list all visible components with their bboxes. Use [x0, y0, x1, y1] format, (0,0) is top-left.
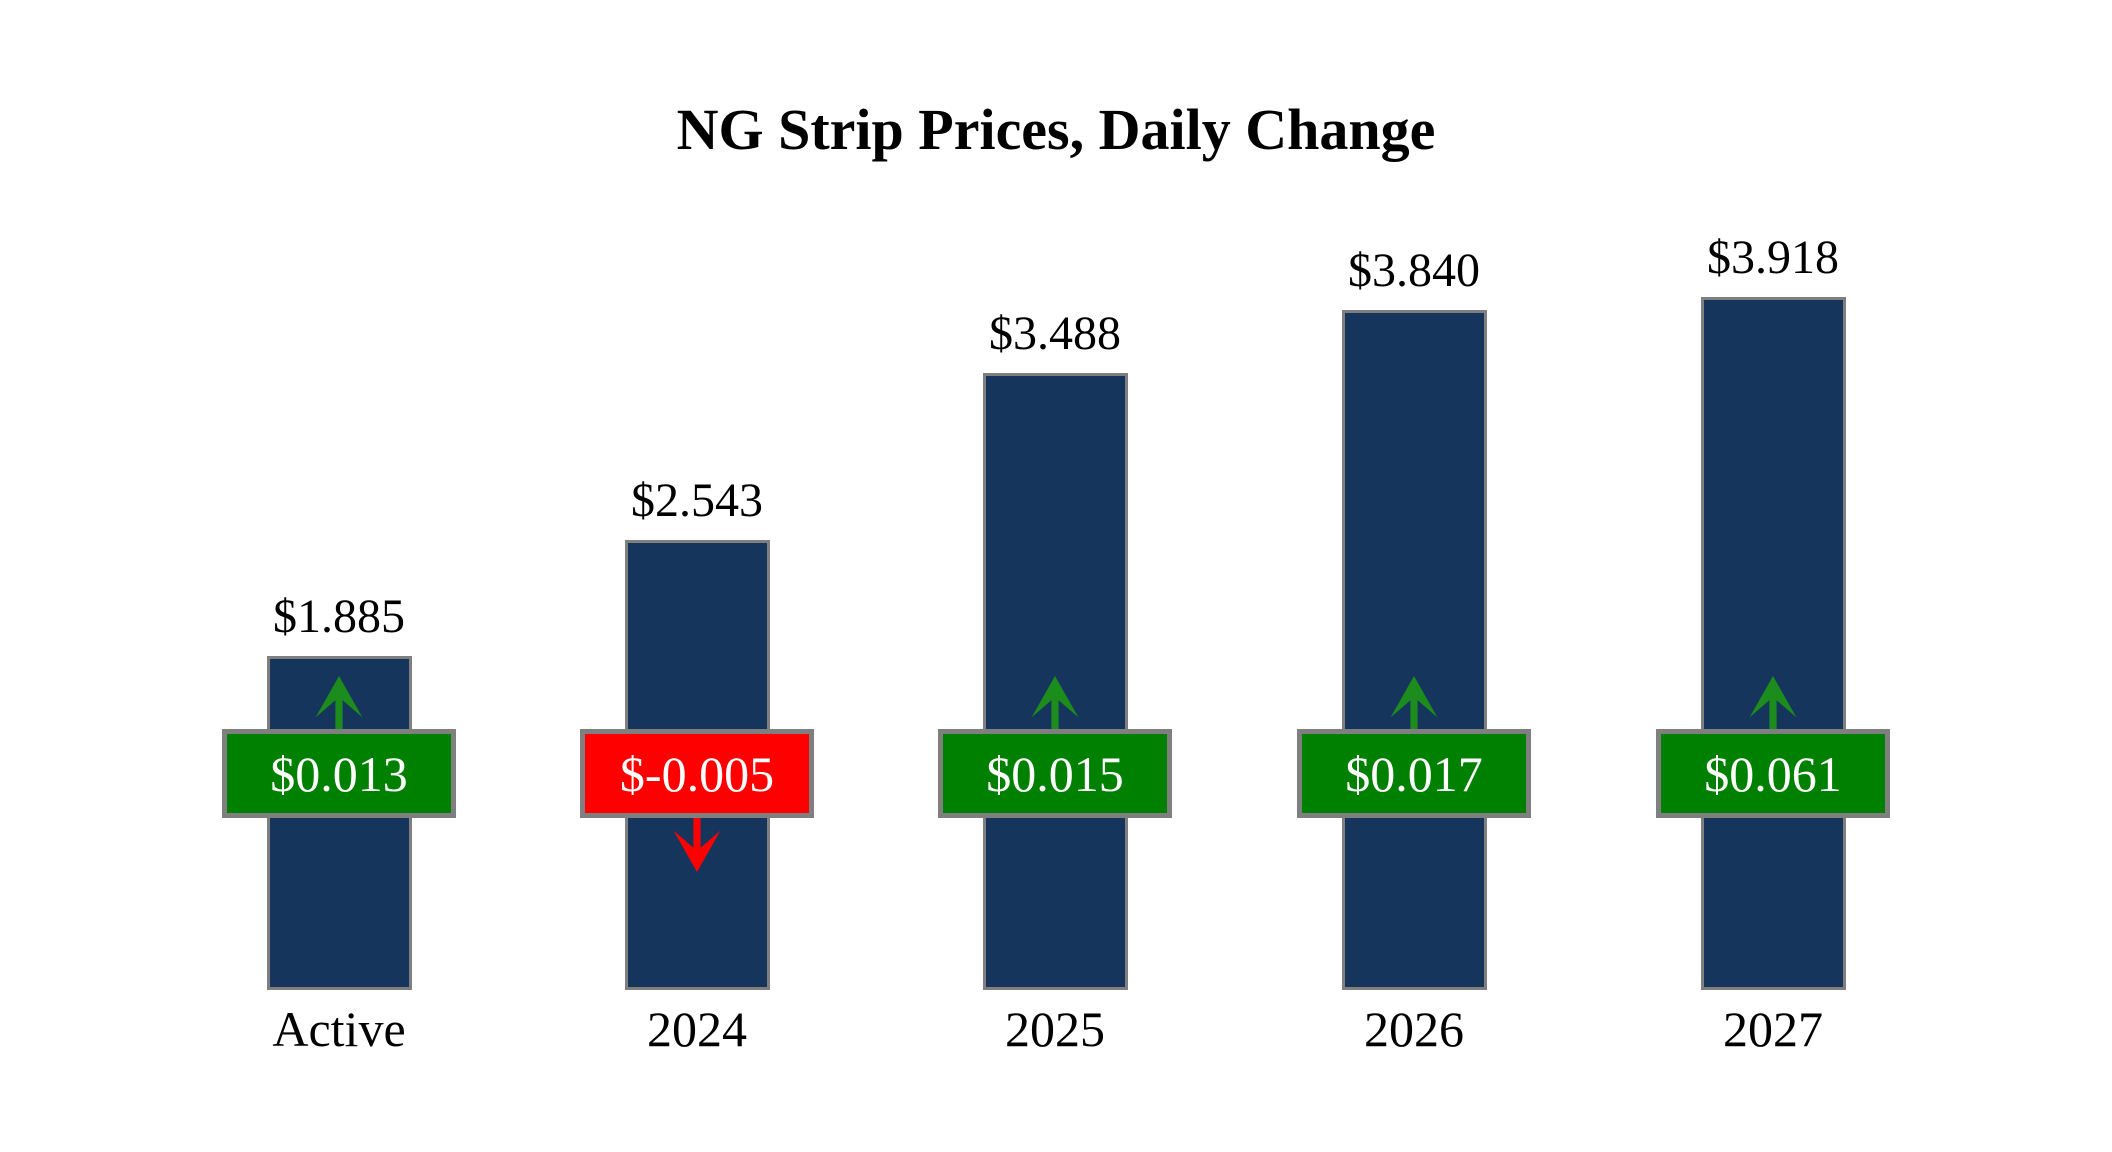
arrow-shape [673, 818, 721, 872]
bar [1700, 297, 1846, 990]
change-label: $0.017 [1345, 745, 1483, 802]
category-label: 2024 [647, 1001, 747, 1057]
arrow-shape [1031, 676, 1079, 730]
category-label: 2027 [1723, 1001, 1823, 1057]
change-label: $0.015 [986, 745, 1124, 802]
chart-title: NG Strip Prices, Daily Change [676, 97, 1436, 162]
change-badge: $0.061 [1656, 729, 1890, 818]
up-arrow-icon [1390, 676, 1438, 730]
change-badge: $0.017 [1297, 729, 1531, 818]
down-arrow-icon [673, 818, 721, 872]
change-badge: $0.013 [222, 729, 456, 818]
bar [1341, 310, 1487, 990]
price-label: $3.918 [1707, 231, 1839, 284]
category-label: 2025 [1005, 1001, 1105, 1057]
arrow-shape [1390, 676, 1438, 730]
category-label: 2026 [1364, 1001, 1464, 1057]
category-label: Active [272, 1001, 406, 1057]
price-label: $2.543 [631, 474, 763, 527]
change-badge: $-0.005 [580, 729, 814, 818]
up-arrow-icon [1749, 676, 1797, 730]
change-label: $0.013 [270, 745, 408, 802]
change-label: $-0.005 [619, 745, 775, 802]
price-label: $3.488 [989, 307, 1121, 360]
up-arrow-icon [315, 676, 363, 730]
arrow-shape [1749, 676, 1797, 730]
up-arrow-icon [1031, 676, 1079, 730]
change-label: $0.061 [1704, 745, 1842, 802]
change-badge: $0.015 [938, 729, 1172, 818]
price-label: $1.885 [273, 590, 405, 643]
price-label: $3.840 [1348, 244, 1480, 297]
arrow-shape [315, 676, 363, 730]
